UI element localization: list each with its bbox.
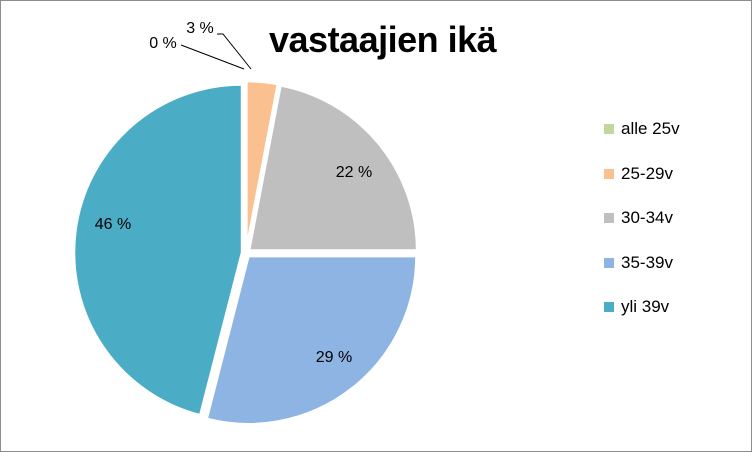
legend-swatch [604,213,614,223]
data-label-yli-39v: 46 % [95,216,131,233]
leader-line-alle-25v [180,44,245,70]
leader-line-25-29v [217,33,252,70]
legend-swatch [604,124,614,134]
legend-swatch [604,302,614,312]
legend-item-30-34v: 30-34v [604,208,680,253]
data-label-30-34v: 22 % [336,164,372,181]
legend-label: alle 25v [621,119,680,138]
legend-label: yli 39v [621,297,670,316]
legend: alle 25v 25-29v 30-34v 35-39v yli 39v [604,119,680,342]
data-label-alle-25v: 0 % [149,35,177,52]
data-label-35-39v: 29 % [316,349,352,366]
pie-slice-yli-39v [72,83,244,417]
data-label-25-29v: 3 % [186,20,214,37]
legend-label: 30-34v [621,208,673,227]
legend-swatch [604,257,614,268]
legend-item-35-39v: 35-39v [604,253,680,298]
legend-label: 35-39v [621,252,673,272]
pie-slice-30-34v [247,83,419,252]
pie-slice-25-29v [245,79,280,250]
legend-swatch [604,168,614,179]
legend-item-25-29v: 25-29v [604,164,680,209]
chart-title: vastaajien ikä [269,19,497,60]
legend-label: 25-29v [621,163,673,183]
legend-item-yli-39v: yli 39v [604,297,680,342]
legend-item-alle-25v: alle 25v [604,119,680,164]
pie-slice-35-39v [205,254,418,426]
